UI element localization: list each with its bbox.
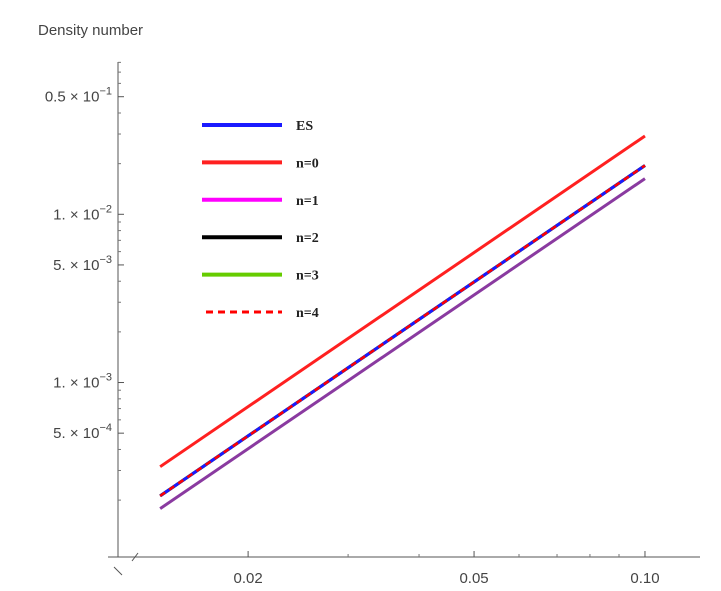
x-axis-break [131, 552, 139, 562]
legend-item: n=3 [202, 269, 319, 284]
y-tick-label: 5. × 10−4 [53, 422, 112, 442]
x-tick-label: 0.10 [630, 570, 659, 587]
legend-label: n=4 [296, 306, 319, 321]
legend-item: ES [202, 119, 313, 134]
legend-item: n=4 [206, 306, 319, 321]
axes: 5. × 10−4 1. × 10−3 5. × 10−3 1. × 10−2 0.5 … [45, 61, 700, 587]
legend: ES n=0 n=1 n=2 n=3 n=4 [202, 119, 319, 321]
y-tick-label: 1. × 10−3 [53, 372, 112, 392]
series-line-n0 [159, 134, 646, 468]
y-axis-title: Density number [38, 22, 143, 39]
x-tick-label: 0.02 [234, 570, 263, 587]
legend-label: n=1 [296, 194, 319, 209]
x-tick-label: 0.05 [459, 570, 488, 587]
y-axis-break [113, 566, 123, 576]
series-line-n4-overlay [159, 164, 646, 497]
y-tick-label: 5. × 10−3 [53, 254, 112, 274]
y-tick-label: 1. × 10−2 [53, 203, 112, 223]
legend-label: n=2 [296, 231, 319, 246]
series-line-n1 [159, 177, 646, 510]
legend-label: ES [296, 119, 313, 134]
legend-item: n=2 [202, 231, 319, 246]
legend-item: n=0 [202, 156, 319, 171]
legend-item: n=1 [202, 194, 319, 209]
series-layer [159, 134, 646, 510]
y-tick-label: 0.5 × 10−1 [45, 86, 112, 106]
legend-label: n=3 [296, 269, 319, 284]
legend-label: n=0 [296, 156, 319, 171]
